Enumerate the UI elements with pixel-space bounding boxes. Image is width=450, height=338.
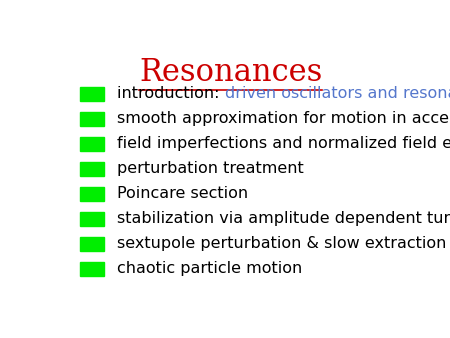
FancyBboxPatch shape	[80, 87, 104, 101]
Text: introduction:: introduction:	[117, 87, 225, 101]
FancyBboxPatch shape	[80, 187, 104, 201]
Text: smooth approximation for motion in accelerators: smooth approximation for motion in accel…	[117, 112, 450, 126]
Text: driven oscillators and resonance condition: driven oscillators and resonance conditi…	[225, 87, 450, 101]
Text: sextupole perturbation & slow extraction: sextupole perturbation & slow extraction	[117, 236, 447, 251]
FancyBboxPatch shape	[80, 237, 104, 250]
Text: Poincare section: Poincare section	[117, 186, 248, 201]
FancyBboxPatch shape	[80, 212, 104, 225]
FancyBboxPatch shape	[80, 262, 104, 275]
FancyBboxPatch shape	[80, 137, 104, 151]
Text: perturbation treatment: perturbation treatment	[117, 161, 304, 176]
FancyBboxPatch shape	[80, 162, 104, 176]
FancyBboxPatch shape	[80, 112, 104, 126]
Text: Resonances: Resonances	[139, 57, 322, 89]
Text: stabilization via amplitude dependent tune changes: stabilization via amplitude dependent tu…	[117, 211, 450, 226]
Text: chaotic particle motion: chaotic particle motion	[117, 261, 302, 276]
Text: field imperfections and normalized field errors: field imperfections and normalized field…	[117, 137, 450, 151]
